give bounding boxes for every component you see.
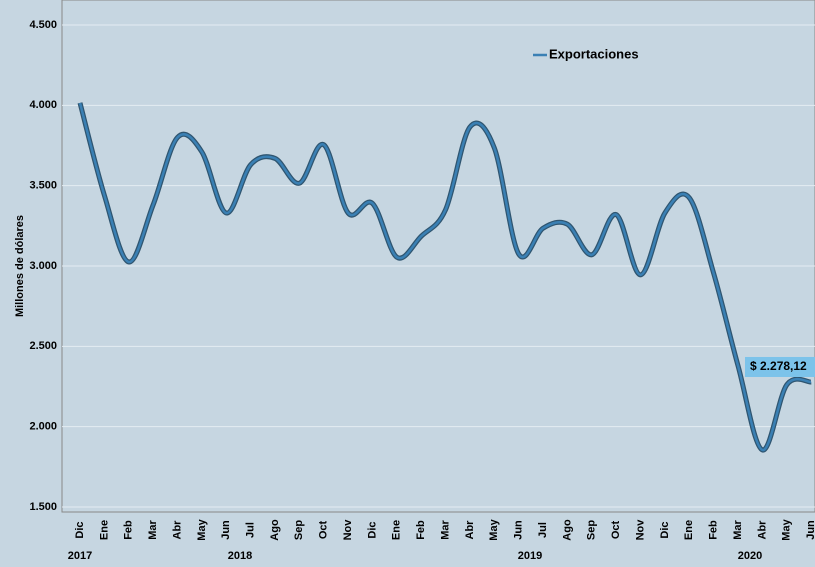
x-tick-label: Dic: [74, 521, 86, 538]
y-axis-label: Millones de dólares: [14, 215, 26, 317]
line: [78, 102, 812, 452]
x-tick-label: Ene: [683, 520, 695, 540]
x-tick-label: Nov: [634, 519, 646, 541]
x-tick-label: May: [781, 518, 793, 540]
y-tick-label: 3.500: [29, 180, 57, 192]
x-tick-label: Oct: [610, 520, 622, 539]
value-label-box: [745, 356, 815, 377]
x-tick-label: Jun: [513, 520, 525, 540]
x-tick-label: Feb: [123, 520, 135, 540]
plot-area: [61, 0, 815, 513]
x-tick-label: Jun: [220, 520, 232, 540]
x-tick-label: Feb: [415, 520, 427, 540]
x-tick-label: Ago: [269, 519, 281, 541]
x-tick-label: Jul: [244, 522, 256, 538]
x-tick-label: Abr: [464, 520, 476, 540]
y-tick-label: 4.000: [29, 99, 57, 111]
x-tick-label: Mar: [439, 520, 451, 540]
x-tick-label: Ene: [98, 520, 110, 540]
y-tick-label: 2.500: [29, 340, 57, 352]
legend-label: Exportaciones: [549, 46, 639, 61]
x-tick-label: Ago: [561, 519, 573, 541]
y-tick-label: 2.000: [29, 421, 57, 433]
x-tick-label: Abr: [756, 520, 768, 540]
x-tick-label: May: [488, 518, 500, 540]
year-label: 2018: [228, 550, 252, 562]
y-tick-label: 3.000: [29, 260, 57, 272]
x-tick-label: Feb: [708, 520, 720, 540]
x-tick-label: Nov: [342, 519, 354, 541]
year-label: 2019: [518, 550, 542, 562]
x-tick-label: Sep: [293, 520, 305, 540]
x-tick-label: Jul: [537, 522, 549, 538]
x-tick-label: Mar: [732, 520, 744, 540]
x-tick-label: Dic: [659, 521, 671, 538]
x-tick-label: May: [196, 518, 208, 540]
x-tick-label: Abr: [171, 520, 183, 540]
y-tick-label: 1.500: [29, 501, 57, 513]
x-tick-label: Mar: [147, 520, 159, 540]
x-tick-label: Oct: [318, 520, 330, 539]
y-tick-label: 4.500: [29, 19, 57, 31]
year-label: 2020: [738, 550, 762, 562]
x-tick-label: Ene: [391, 520, 403, 540]
x-tick-label: Sep: [586, 520, 598, 540]
x-tick-label: Jun: [805, 520, 815, 540]
value-label: $ 2.278,12: [750, 359, 807, 373]
year-label: 2017: [68, 550, 92, 562]
x-tick-label: Dic: [366, 521, 378, 538]
